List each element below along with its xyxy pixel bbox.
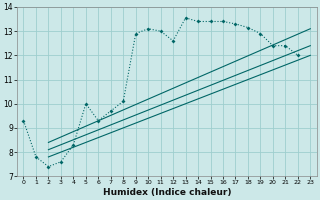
X-axis label: Humidex (Indice chaleur): Humidex (Indice chaleur) — [103, 188, 231, 197]
